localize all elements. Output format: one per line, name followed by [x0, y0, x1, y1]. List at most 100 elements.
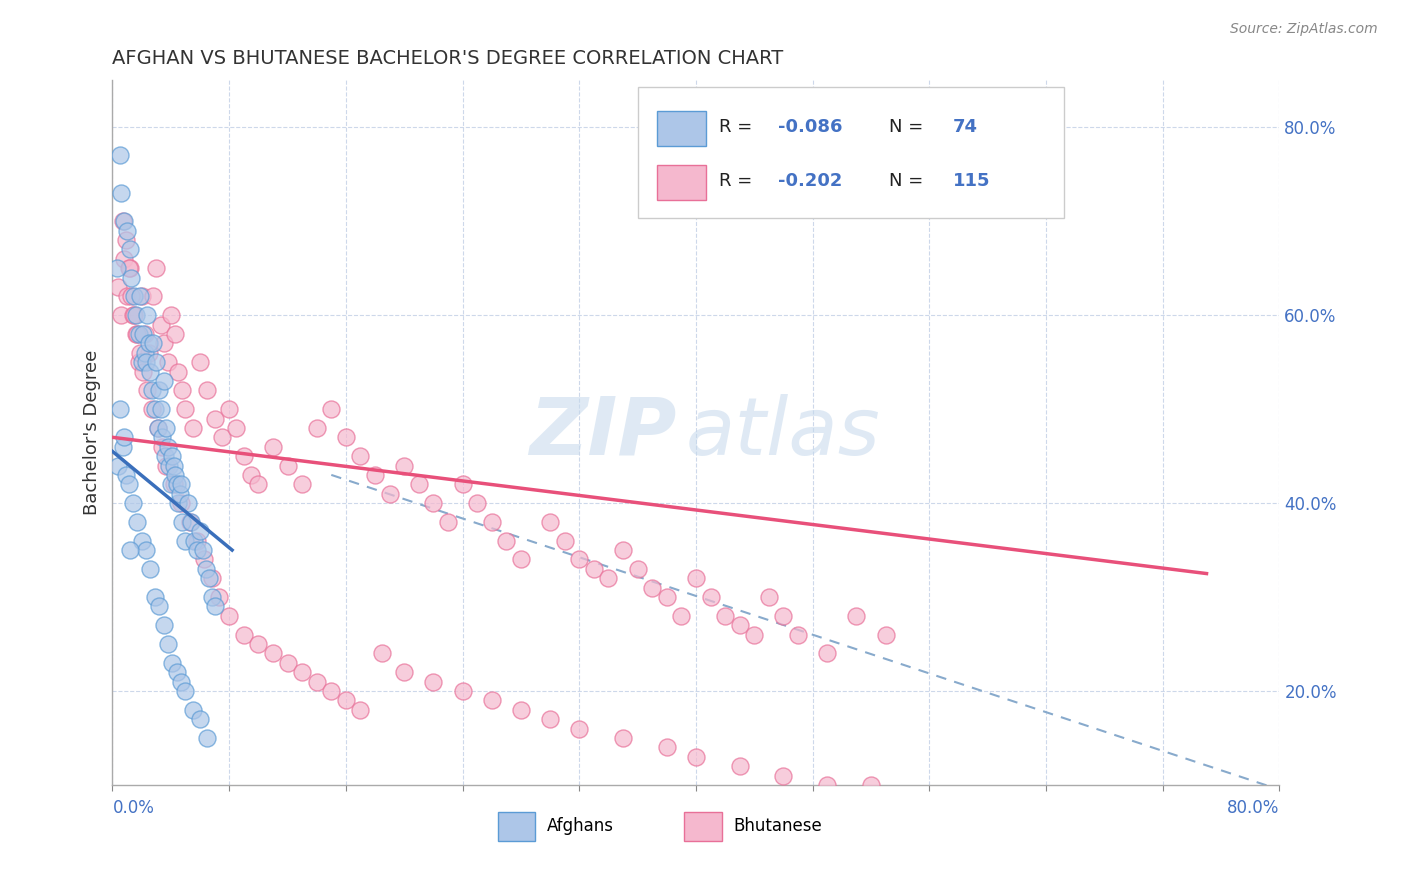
Point — [582, 562, 605, 576]
Point — [612, 543, 634, 558]
Point — [204, 599, 226, 614]
Point — [156, 637, 179, 651]
Point — [110, 186, 132, 200]
Point — [291, 477, 314, 491]
Point — [538, 515, 561, 529]
Text: Afghans: Afghans — [547, 817, 613, 835]
Point — [627, 562, 650, 576]
Point — [232, 449, 254, 463]
Point — [127, 515, 149, 529]
Point — [787, 627, 810, 641]
Point — [394, 665, 416, 680]
Text: 74: 74 — [953, 118, 977, 136]
Point — [105, 261, 128, 276]
Point — [114, 467, 136, 482]
Point — [132, 365, 155, 379]
Point — [155, 458, 177, 473]
Point — [699, 590, 721, 604]
Point — [335, 430, 357, 444]
Point — [148, 384, 170, 398]
Point — [335, 693, 357, 707]
Text: -0.202: -0.202 — [778, 172, 842, 190]
Point — [167, 496, 190, 510]
Text: R =: R = — [720, 172, 752, 190]
Point — [162, 656, 184, 670]
Point — [276, 656, 298, 670]
Text: ZIP: ZIP — [529, 393, 676, 472]
Point — [845, 608, 868, 623]
Point — [172, 384, 194, 398]
Point — [108, 148, 131, 162]
Point — [115, 224, 138, 238]
Point — [186, 543, 208, 558]
Point — [134, 345, 156, 359]
Point — [742, 627, 765, 641]
Point — [714, 608, 737, 623]
Point — [408, 477, 430, 491]
Point — [152, 336, 174, 351]
Point — [129, 289, 152, 303]
Point — [276, 458, 298, 473]
Point — [188, 355, 211, 369]
Point — [188, 524, 211, 539]
Point — [120, 289, 142, 303]
Point — [422, 674, 444, 689]
Point — [146, 421, 169, 435]
Point — [568, 722, 591, 736]
Point — [155, 421, 177, 435]
Point — [128, 326, 150, 341]
Point — [671, 608, 693, 623]
Text: 80.0%: 80.0% — [1227, 799, 1279, 817]
FancyBboxPatch shape — [685, 812, 721, 841]
Point — [180, 515, 202, 529]
Point — [149, 318, 172, 332]
Point — [321, 402, 343, 417]
Point — [153, 449, 176, 463]
Point — [163, 477, 186, 491]
Point — [188, 712, 211, 726]
Point — [160, 308, 183, 322]
Point — [247, 637, 270, 651]
Point — [321, 684, 343, 698]
Point — [145, 261, 167, 276]
Point — [111, 440, 134, 454]
Point — [160, 477, 183, 491]
Text: N =: N = — [889, 172, 922, 190]
Point — [166, 665, 188, 680]
Point — [125, 308, 148, 322]
Point — [262, 440, 284, 454]
Point — [728, 618, 751, 632]
Point — [157, 458, 180, 473]
Point — [349, 449, 371, 463]
Point — [195, 731, 218, 745]
Point — [186, 533, 208, 548]
Text: N =: N = — [889, 118, 922, 136]
Point — [152, 618, 174, 632]
Point — [181, 703, 204, 717]
Point — [349, 703, 371, 717]
Point — [394, 458, 416, 473]
Point — [451, 477, 474, 491]
Point — [225, 421, 247, 435]
Point — [163, 458, 186, 473]
Text: atlas: atlas — [686, 393, 882, 472]
Point — [146, 421, 169, 435]
Point — [195, 384, 218, 398]
Point — [183, 533, 205, 548]
Point — [772, 768, 794, 782]
Point — [728, 759, 751, 773]
Point — [860, 778, 883, 792]
Point — [815, 778, 838, 792]
Point — [150, 430, 173, 444]
Point — [177, 496, 200, 510]
Point — [136, 308, 159, 322]
Point — [174, 402, 197, 417]
Point — [118, 543, 141, 558]
Text: Source: ZipAtlas.com: Source: ZipAtlas.com — [1230, 22, 1378, 37]
Point — [641, 581, 664, 595]
Text: 115: 115 — [953, 172, 990, 190]
Point — [169, 486, 191, 500]
Point — [305, 674, 328, 689]
Point — [262, 647, 284, 661]
Point — [124, 289, 146, 303]
